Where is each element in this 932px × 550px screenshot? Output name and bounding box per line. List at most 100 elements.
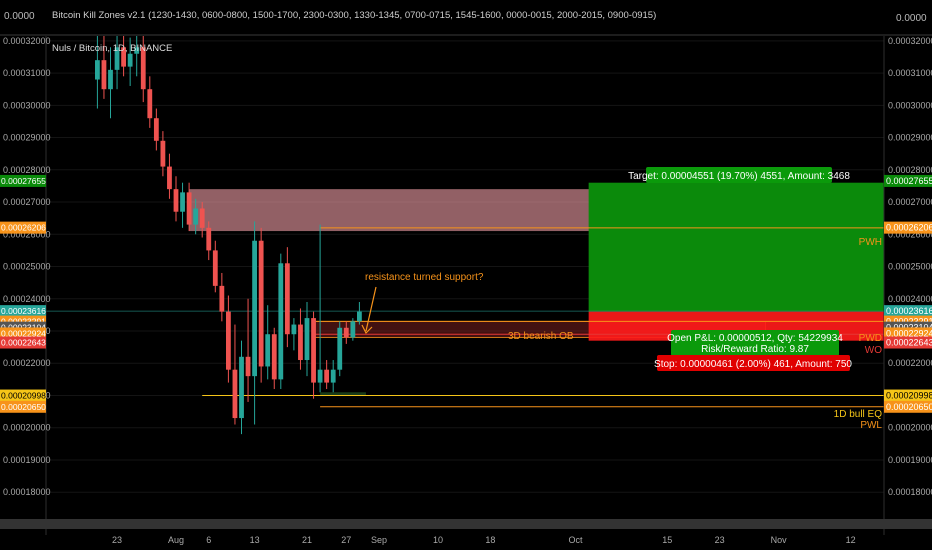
- candle-body[interactable]: [186, 192, 192, 225]
- price-tag-right[interactable]: [884, 389, 932, 402]
- pnl-label-box[interactable]: [671, 330, 839, 356]
- x-tick-label: 6: [206, 535, 211, 545]
- candle-body[interactable]: [206, 227, 212, 251]
- y-tick-left: 0.00018000: [3, 487, 51, 497]
- candle-body[interactable]: [160, 140, 166, 167]
- price-tag-right-label: 0.00027655: [886, 176, 932, 186]
- price-tag-left[interactable]: [0, 336, 46, 349]
- y-tick-left: 0.00019000: [3, 455, 51, 465]
- candle-body[interactable]: [291, 324, 297, 335]
- x-tick-label: 23: [112, 535, 122, 545]
- price-tag-left[interactable]: [0, 174, 46, 187]
- x-tick-label: Oct: [569, 535, 584, 545]
- axes: 0.00018000 0.00018000 0.00019000 0.00019000…: [0, 36, 932, 545]
- pwd-label: PWD: [859, 333, 882, 344]
- x-tick-label: 18: [485, 535, 495, 545]
- symbol-label[interactable]: Nuls / Bitcoin, 1D, BINANCE: [52, 43, 172, 54]
- price-tag-right[interactable]: [884, 305, 932, 318]
- candle-body[interactable]: [153, 118, 159, 141]
- candle-body[interactable]: [219, 285, 225, 312]
- candle-body[interactable]: [127, 53, 133, 67]
- annotation-arrowhead: [361, 324, 373, 335]
- y-tick-right: 0.00018000: [888, 487, 932, 497]
- candle-body[interactable]: [114, 47, 120, 70]
- y-tick-left: 0.00020000: [3, 423, 51, 433]
- zone-demand[interactable]: [320, 392, 366, 396]
- y-tick-left: 0.00031000: [3, 68, 51, 78]
- y-tick-right: 0.00027000: [888, 197, 932, 207]
- candle-body[interactable]: [140, 47, 146, 90]
- y-tick-left: 0.00027000: [3, 197, 51, 207]
- price-tag-right[interactable]: [884, 327, 932, 340]
- price-tag-right-label: 0.00020998: [886, 391, 932, 401]
- price-tag-right-label: 0.00026206: [886, 223, 932, 233]
- price-tag-left[interactable]: [0, 327, 46, 340]
- candle-body[interactable]: [134, 47, 140, 54]
- candle-body[interactable]: [232, 369, 238, 419]
- target-label-box[interactable]: [646, 167, 832, 183]
- candle-body[interactable]: [343, 327, 349, 338]
- price-tag-left[interactable]: [0, 400, 46, 413]
- candle-body[interactable]: [147, 89, 153, 119]
- candles-layer: [95, 36, 362, 435]
- candle-body[interactable]: [330, 369, 336, 383]
- candle-body[interactable]: [252, 240, 257, 377]
- candle-body[interactable]: [199, 208, 205, 228]
- candle-body[interactable]: [350, 321, 356, 338]
- price-tag-left[interactable]: [0, 221, 46, 234]
- y-tick-left: 0.00032000: [3, 36, 51, 46]
- candle-body[interactable]: [265, 334, 271, 367]
- candle-body[interactable]: [317, 369, 323, 383]
- price-tag-left-label: 0.00023291: [1, 317, 46, 327]
- stop-label-box[interactable]: [657, 355, 850, 371]
- candle-body[interactable]: [173, 189, 179, 212]
- candle-body[interactable]: [101, 60, 107, 90]
- price-tag-right[interactable]: [884, 336, 932, 349]
- candle-body[interactable]: [108, 69, 113, 90]
- candle-body[interactable]: [180, 192, 185, 212]
- candle-body[interactable]: [337, 327, 343, 370]
- price-tag-right[interactable]: [884, 221, 932, 234]
- candle-body[interactable]: [284, 263, 290, 335]
- candle-body[interactable]: [95, 60, 100, 80]
- candle-body[interactable]: [357, 311, 362, 322]
- candle-body[interactable]: [121, 47, 126, 67]
- price-tag-left[interactable]: [0, 389, 46, 402]
- bull-eq-label: 1D bull EQ: [834, 409, 883, 420]
- candle-body[interactable]: [167, 166, 172, 190]
- candle-body[interactable]: [193, 208, 199, 225]
- price-tag-right[interactable]: [884, 400, 932, 413]
- price-tag-right[interactable]: [884, 174, 932, 187]
- candle-body[interactable]: [278, 263, 284, 380]
- candle-body[interactable]: [324, 369, 330, 383]
- indicator-label[interactable]: Bitcoin Kill Zones v2.1 (1230-1430, 0600…: [52, 10, 656, 21]
- time-scrollbar[interactable]: [0, 519, 932, 529]
- price-tag-left[interactable]: [0, 305, 46, 318]
- order-block-label: 3D bearish OB: [508, 331, 574, 342]
- candle-body[interactable]: [239, 356, 244, 419]
- candle-body[interactable]: [298, 324, 303, 361]
- candle-body[interactable]: [245, 356, 251, 377]
- candle-body[interactable]: [226, 311, 231, 370]
- price-tag-left-label: 0.00022924: [1, 328, 46, 338]
- y-tick-right: 0.00031000: [888, 68, 932, 78]
- annotation-arrow[interactable]: [365, 286, 377, 332]
- y-tick-right: 0.00032000: [888, 36, 932, 46]
- x-tick-label: 13: [250, 535, 260, 545]
- annotation-text[interactable]: resistance turned support?: [365, 272, 484, 283]
- price-tag-right-label: 0.00020650: [886, 402, 932, 412]
- candle-body[interactable]: [311, 318, 316, 383]
- y-tick-right: 0.00028000: [888, 165, 932, 175]
- y-tick-right: 0.00024000: [888, 294, 932, 304]
- pnl-label: Open P&L: 0.00000512, Qty: 54229934: [667, 333, 843, 344]
- price-tag-right-label: 0.00023616: [886, 306, 932, 316]
- candle-body[interactable]: [271, 334, 277, 380]
- candle-body[interactable]: [212, 250, 218, 286]
- candle-body[interactable]: [258, 240, 264, 367]
- candle-body[interactable]: [304, 318, 310, 361]
- zone-target[interactable]: [588, 182, 884, 312]
- pwl-label: PWL: [860, 420, 882, 431]
- price-tag-left-label: 0.00027655: [1, 176, 46, 186]
- price-tag-left-label: 0.00020650: [1, 402, 46, 412]
